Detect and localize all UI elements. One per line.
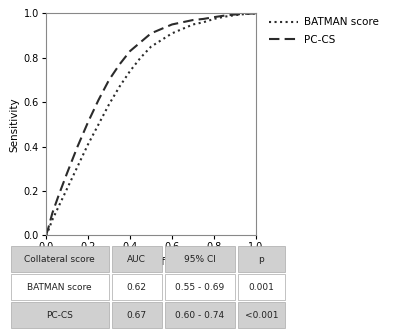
Bar (11, 302, 109, 328)
Text: 0.55 - 0.69: 0.55 - 0.69 (175, 283, 224, 292)
Text: p: p (258, 255, 264, 264)
Text: 0.67: 0.67 (127, 311, 147, 320)
Bar (112, 246, 162, 273)
Bar (165, 274, 235, 300)
Text: 0.62: 0.62 (127, 283, 147, 292)
Bar (112, 302, 162, 328)
X-axis label: 1 - Specificity: 1 - Specificity (116, 257, 186, 267)
Text: <0.001: <0.001 (245, 311, 278, 320)
Y-axis label: Sensitivity: Sensitivity (10, 97, 20, 152)
Bar (11, 246, 109, 273)
Text: 95% CI: 95% CI (184, 255, 216, 264)
Bar (165, 246, 235, 273)
Text: AUC: AUC (127, 255, 146, 264)
Bar (165, 302, 235, 328)
Bar (11, 274, 109, 300)
Bar (238, 246, 285, 273)
Text: 0.60 - 0.74: 0.60 - 0.74 (175, 311, 224, 320)
Text: PC-CS: PC-CS (46, 311, 73, 320)
Text: Collateral score: Collateral score (24, 255, 95, 264)
Bar (238, 274, 285, 300)
Legend: BATMAN score, PC-CS: BATMAN score, PC-CS (267, 15, 381, 47)
Bar (238, 302, 285, 328)
Text: BATMAN score: BATMAN score (28, 283, 92, 292)
Bar (112, 274, 162, 300)
Text: 0.001: 0.001 (248, 283, 274, 292)
